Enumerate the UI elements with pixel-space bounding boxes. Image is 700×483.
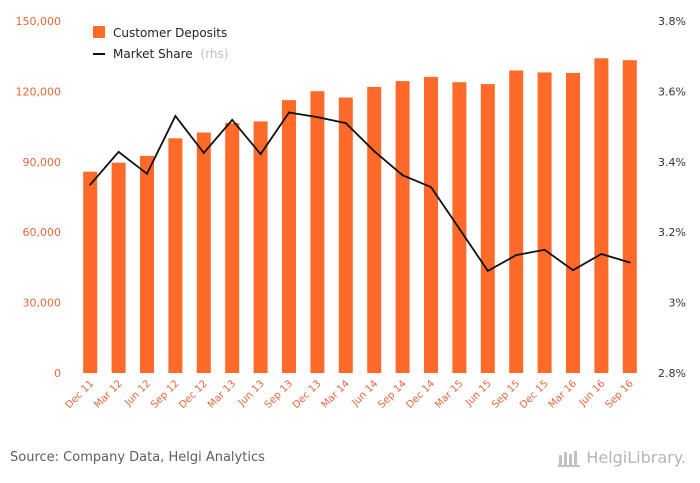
footer-source: Source: Company Data, Helgi Analytics — [10, 450, 265, 465]
point-market-share-5 — [231, 119, 234, 121]
bar-deposits-4 — [196, 132, 211, 373]
x-tick-3: Sep 12 — [149, 378, 181, 410]
bar-deposits-12 — [424, 76, 438, 374]
footer-logo: HelgiLibrary. — [558, 448, 686, 467]
point-market-share-13 — [458, 227, 461, 230]
y-axis-right: 2.8% 3% 3.2% 3.4% 3.6% 3.8% — [658, 15, 686, 380]
x-tick-12: Dec 14 — [404, 378, 437, 411]
x-tick-19: Sep 16 — [604, 378, 636, 410]
point-market-share-10 — [373, 150, 376, 153]
bars-layer — [83, 58, 637, 374]
point-market-share-3 — [174, 115, 177, 117]
point-market-share-11 — [401, 174, 404, 177]
legend: Customer Deposits Market Share (rhs) — [93, 26, 228, 61]
x-tick-14: Jun 15 — [463, 378, 494, 409]
x-tick-7: Sep 13 — [263, 378, 295, 410]
y-tick-right-4: 3.6% — [658, 85, 686, 98]
x-tick-4: Dec 12 — [177, 378, 210, 411]
bar-deposits-1 — [111, 162, 126, 373]
x-tick-2: Jun 12 — [122, 378, 153, 409]
y-tick-right-3: 3.4% — [658, 156, 686, 169]
x-tick-5: Mar 13 — [206, 378, 238, 410]
bar-deposits-5 — [225, 123, 240, 373]
bar-deposits-18 — [594, 58, 609, 374]
x-tick-10: Jun 14 — [350, 378, 381, 409]
point-market-share-6 — [259, 153, 262, 156]
point-market-share-2 — [146, 172, 148, 175]
legend-label-market-share-text: Market Share — [113, 47, 193, 61]
point-market-share-15 — [515, 254, 518, 256]
x-tick-9: Mar 14 — [320, 378, 352, 410]
bar-deposits-19 — [622, 60, 637, 373]
y-axis-left: 0 30,000 60,000 90,000 120,000 150,000 — [16, 15, 62, 380]
x-tick-8: Dec 13 — [291, 378, 324, 411]
point-market-share-18 — [600, 253, 603, 255]
bar-deposits-3 — [168, 138, 183, 373]
point-market-share-4 — [202, 152, 205, 154]
point-market-share-1 — [117, 151, 120, 153]
bar-deposits-9 — [338, 97, 353, 373]
y-tick-right-5: 3.8% — [658, 15, 686, 28]
x-tick-0: Dec 11 — [64, 378, 97, 411]
bar-deposits-16 — [537, 72, 552, 374]
bar-deposits-6 — [253, 121, 268, 374]
point-market-share-19 — [628, 261, 631, 264]
point-market-share-0 — [89, 183, 92, 186]
point-market-share-8 — [316, 116, 319, 118]
x-tick-18: Jun 16 — [577, 378, 608, 409]
y-tick-left-1: 30,000 — [23, 297, 62, 310]
x-tick-6: Jun 13 — [236, 378, 267, 409]
y-tick-left-2: 60,000 — [23, 226, 62, 239]
legend-label-market-share: Market Share (rhs) — [113, 47, 228, 61]
point-market-share-17 — [572, 269, 574, 272]
x-tick-17: Mar 16 — [547, 378, 579, 410]
x-tick-13: Mar 15 — [433, 378, 465, 410]
bar-deposits-15 — [509, 70, 524, 373]
line-market-share — [89, 111, 631, 273]
y-tick-right-0: 2.8% — [658, 367, 686, 380]
bar-deposits-8 — [310, 91, 325, 373]
y-tick-left-0: 0 — [54, 367, 61, 380]
line-layer — [89, 111, 631, 273]
bar-deposits-14 — [480, 84, 495, 373]
bar-deposits-2 — [140, 155, 154, 373]
point-market-share-7 — [288, 111, 290, 114]
library-icon — [558, 450, 581, 467]
legend-label-deposits: Customer Deposits — [113, 26, 227, 40]
legend-label-rhs-note: (rhs) — [201, 47, 229, 61]
point-market-share-16 — [543, 248, 546, 251]
bar-deposits-17 — [566, 72, 580, 374]
logo-text: HelgiLibrary. — [586, 448, 686, 467]
x-tick-16: Dec 15 — [518, 378, 551, 411]
bar-deposits-7 — [282, 100, 296, 373]
point-market-share-14 — [486, 270, 489, 272]
legend-swatch-deposits — [93, 26, 105, 38]
y-tick-right-1: 3% — [669, 297, 686, 310]
bar-deposits-11 — [395, 81, 410, 373]
y-tick-left-4: 120,000 — [16, 85, 62, 98]
bar-deposits-0 — [83, 171, 98, 373]
x-tick-15: Sep 15 — [490, 378, 522, 410]
x-tick-1: Mar 12 — [92, 378, 124, 410]
y-tick-right-2: 3.2% — [658, 226, 686, 239]
y-tick-left-5: 150,000 — [16, 15, 62, 28]
x-tick-11: Sep 14 — [376, 378, 408, 410]
point-market-share-9 — [344, 122, 347, 124]
point-market-share-12 — [430, 186, 432, 189]
bar-deposits-10 — [367, 86, 382, 374]
y-tick-left-3: 90,000 — [23, 156, 62, 169]
